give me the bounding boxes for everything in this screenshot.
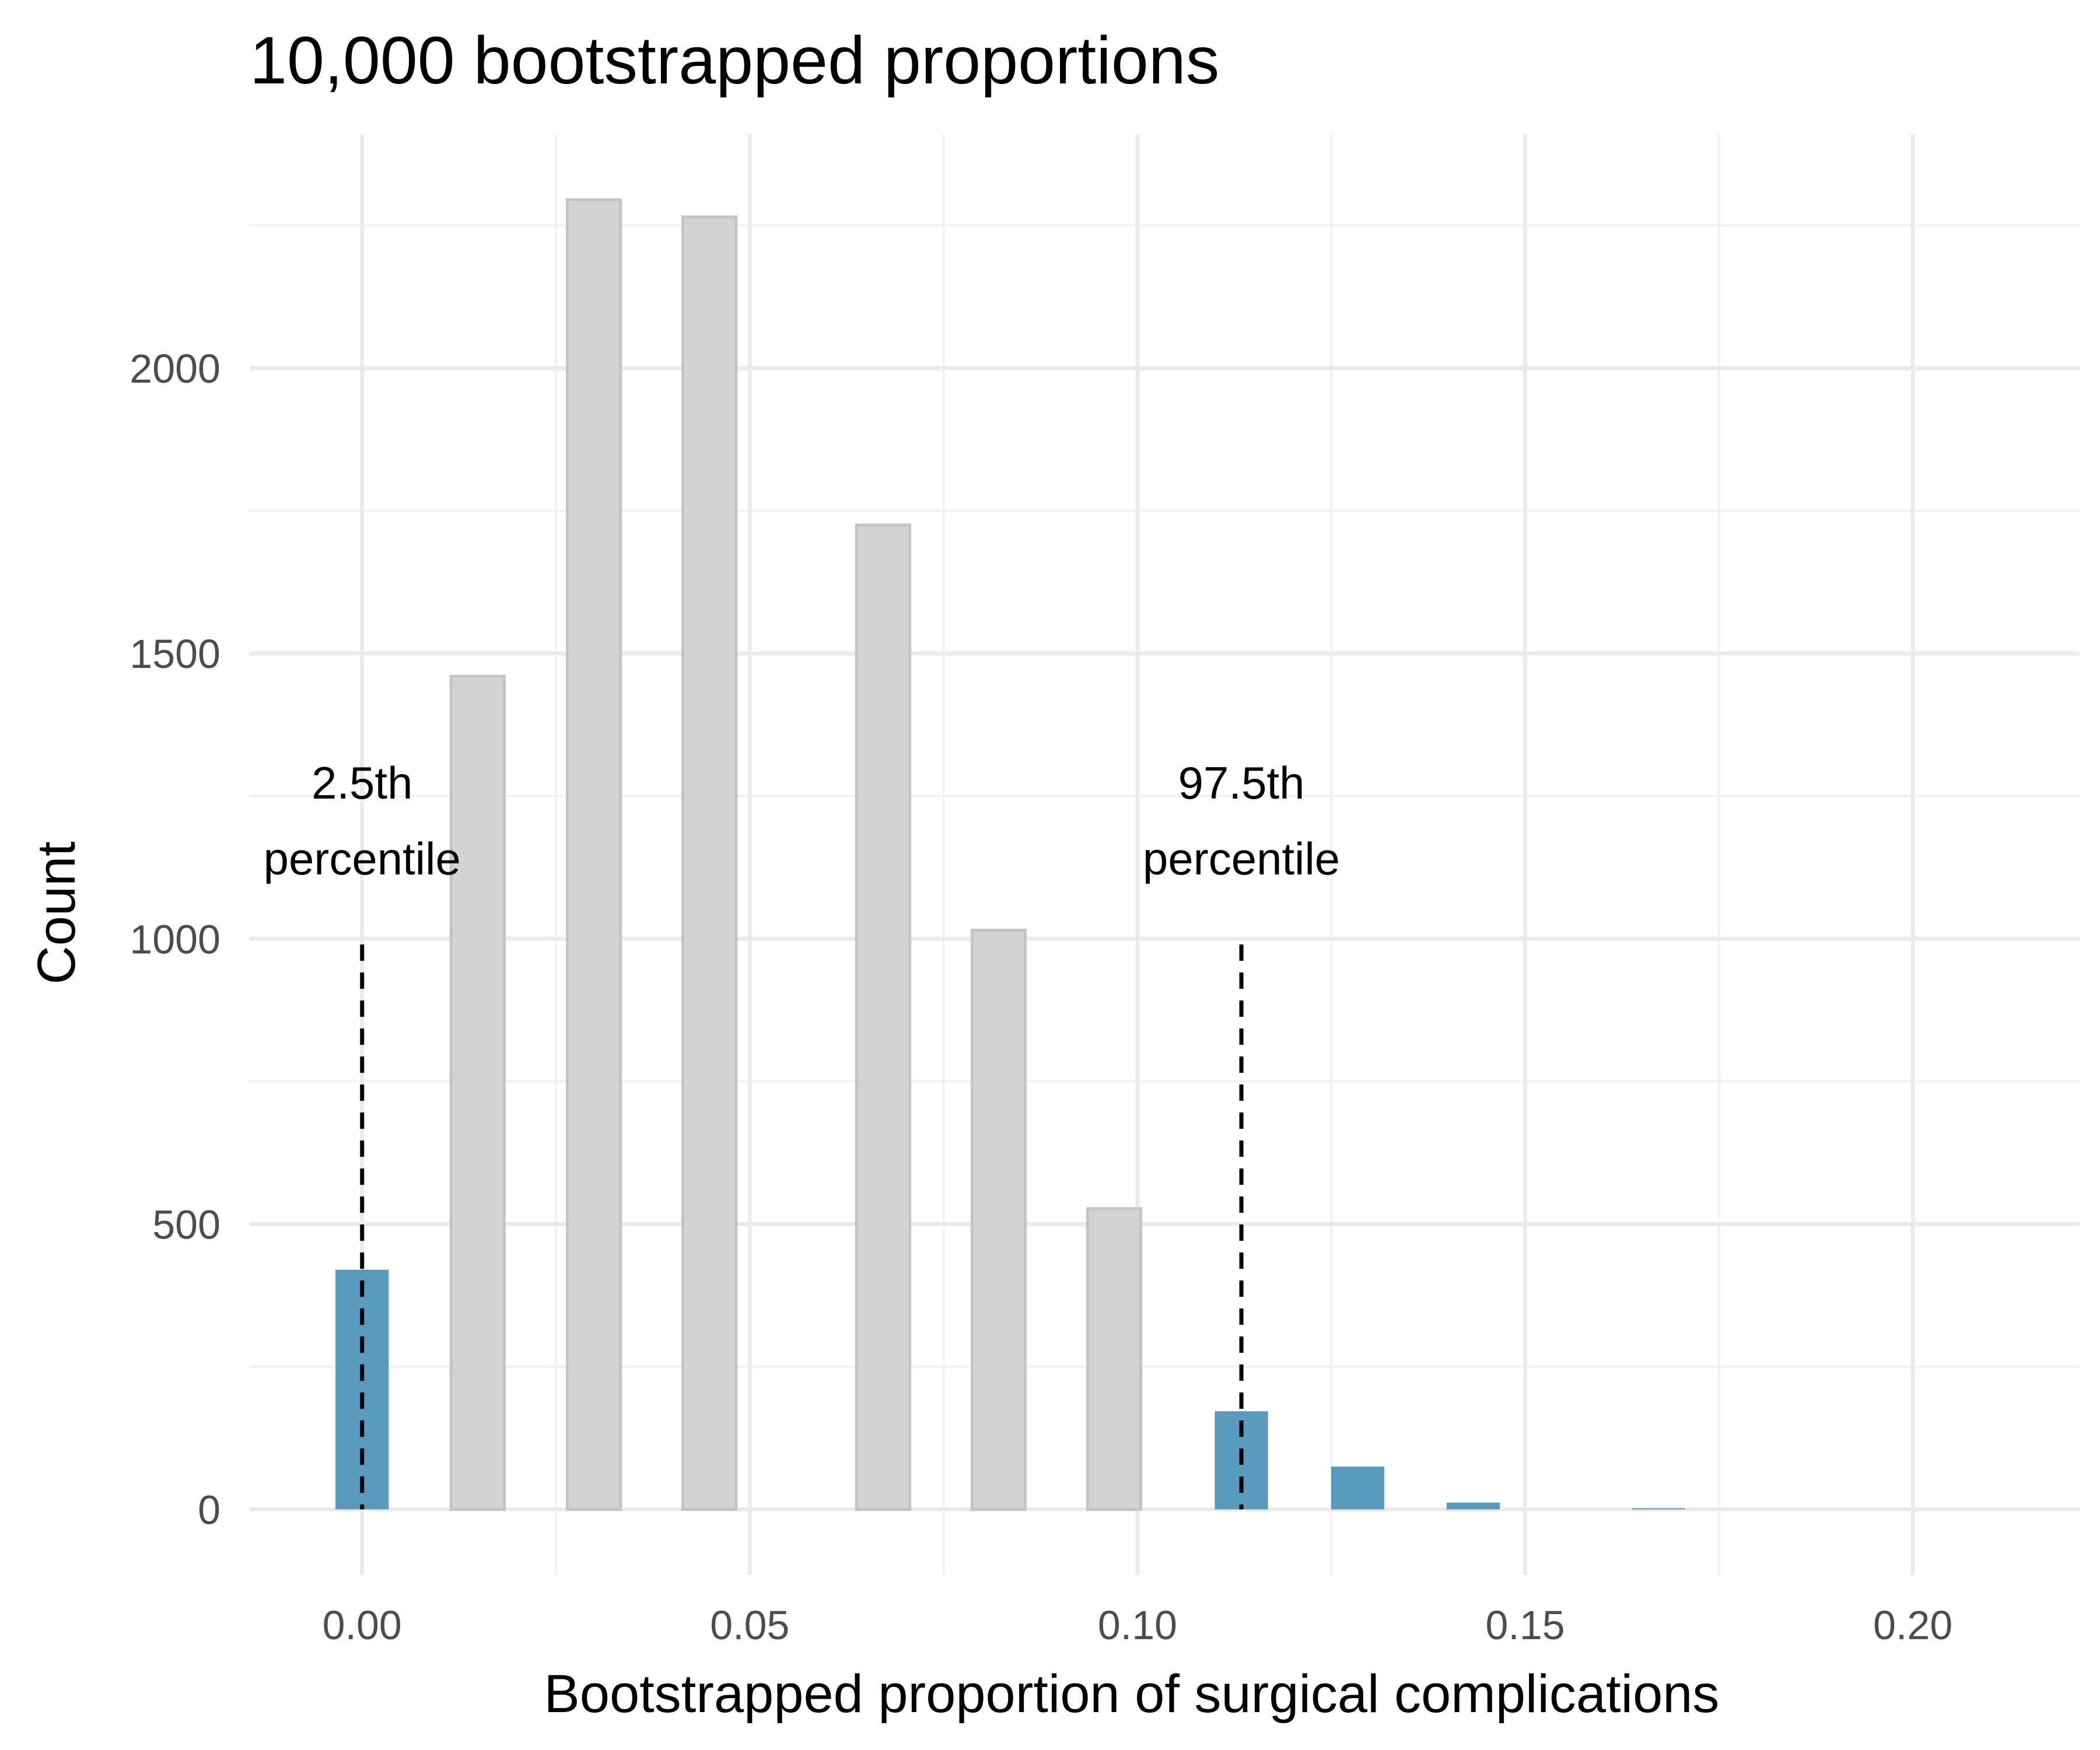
middle-bar — [449, 674, 506, 1511]
y-tick-label: 2000 — [130, 346, 220, 391]
tail-bar — [335, 1269, 389, 1510]
x-axis-ticks: 0.00 0.05 0.10 0.15 0.20 — [323, 1602, 1953, 1648]
y-axis-ticks: 0 500 1000 1500 2000 — [130, 346, 220, 1532]
x-axis-title: Bootstrapped proportion of surgical comp… — [544, 1664, 1720, 1724]
tail-bar — [1632, 1508, 1685, 1510]
percentile-annotations: 2.5th percentile 97.5th percentile — [264, 757, 1340, 884]
grid-lines — [250, 134, 2080, 1575]
middle-bar — [855, 523, 912, 1511]
y-tick-label: 0 — [198, 1488, 220, 1533]
middle-bar — [566, 198, 622, 1511]
x-tick-label: 0.20 — [1873, 1602, 1952, 1648]
y-tick-label: 1000 — [130, 916, 220, 962]
histogram-bars — [335, 198, 1685, 1511]
x-tick-label: 0.15 — [1485, 1602, 1564, 1648]
middle-bar — [970, 929, 1027, 1511]
percentile-label-line1: 97.5th — [1178, 757, 1305, 808]
tail-bar — [1331, 1466, 1385, 1510]
y-tick-label: 500 — [152, 1202, 220, 1247]
x-tick-label: 0.00 — [323, 1602, 402, 1648]
middle-bar — [681, 215, 738, 1511]
tail-bar — [1446, 1502, 1500, 1510]
middle-bar — [1086, 1207, 1143, 1511]
percentile-label-line2: percentile — [264, 833, 461, 884]
x-tick-label: 0.05 — [710, 1602, 789, 1648]
chart-title: 10,000 bootstrapped proportions — [250, 23, 1219, 98]
percentile-label-line2: percentile — [1143, 833, 1340, 884]
percentile-label-line1: 2.5th — [312, 757, 412, 808]
x-tick-label: 0.10 — [1098, 1602, 1177, 1648]
y-tick-label: 1500 — [130, 631, 220, 677]
percentile-lines — [360, 944, 1244, 1510]
y-axis-title: Count — [27, 841, 86, 985]
